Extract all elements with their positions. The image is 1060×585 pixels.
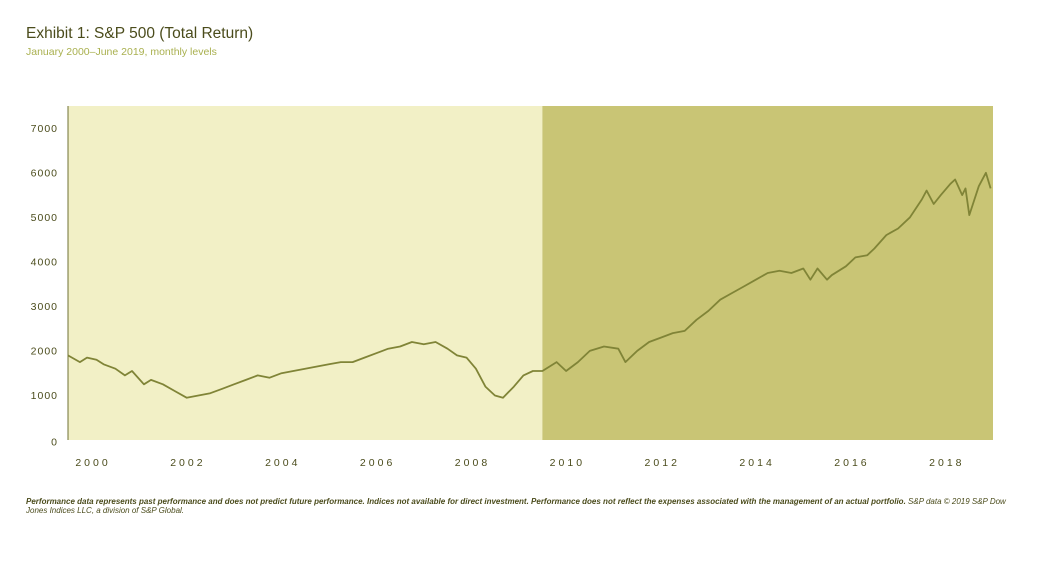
y-tick-label: 3000 bbox=[31, 301, 58, 313]
x-tick-label: 2002 bbox=[170, 457, 205, 469]
chart-subtitle: January 2000–June 2019, monthly levels bbox=[26, 46, 217, 58]
x-tick-label: 2008 bbox=[455, 457, 490, 469]
y-tick-labels: 0 1000 2000 3000 4000 5000 6000 7000 bbox=[31, 123, 58, 449]
chart-title: Exhibit 1: S&P 500 (Total Return) bbox=[26, 25, 254, 42]
x-tick-label: 2012 bbox=[645, 457, 680, 469]
x-tick-label: 2006 bbox=[360, 457, 395, 469]
x-tick-label: 2014 bbox=[739, 457, 774, 469]
series-line bbox=[67, 171, 992, 399]
y-tick-label: 0 bbox=[51, 437, 58, 449]
shaded-region-1 bbox=[68, 106, 543, 440]
footnote-disclaimer: Performance data represents past perform… bbox=[26, 497, 906, 506]
x-tick-label: 2018 bbox=[929, 457, 964, 469]
y-tick-label: 1000 bbox=[31, 390, 58, 402]
x-tick-label: 2004 bbox=[265, 457, 300, 469]
footnote: Performance data represents past perform… bbox=[26, 497, 1016, 515]
y-tick-label: 7000 bbox=[31, 123, 58, 135]
x-tick-label: 2016 bbox=[834, 457, 869, 469]
y-tick-label: 5000 bbox=[31, 212, 58, 224]
shaded-regions bbox=[68, 106, 993, 440]
y-tick-label: 6000 bbox=[31, 167, 58, 179]
footnote-source: S&P data © 2019 S&P Dow Jones Indices LL… bbox=[26, 497, 1006, 515]
x-tick-label: 2000 bbox=[75, 457, 110, 469]
y-tick-label: 2000 bbox=[31, 345, 58, 357]
x-tick-label: 2010 bbox=[550, 457, 585, 469]
x-tick-labels: 2000 2002 2004 2006 2008 2010 2012 2014 2016 2018 bbox=[75, 457, 964, 469]
y-tick-label: 4000 bbox=[31, 256, 58, 268]
